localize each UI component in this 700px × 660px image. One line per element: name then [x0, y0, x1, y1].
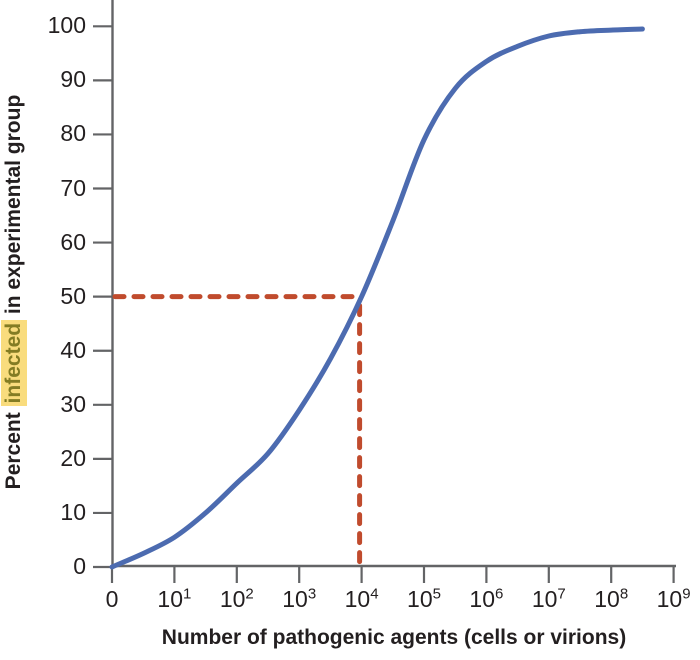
y-tick-label: 40: [60, 336, 86, 363]
x-tick-label: 106: [469, 585, 504, 612]
x-tick-label: 107: [531, 585, 566, 612]
x-tick-label: 105: [407, 585, 441, 612]
y-tick-label: 60: [60, 228, 86, 255]
y-tick-label: 70: [60, 174, 86, 201]
x-tick-label: 102: [219, 585, 254, 612]
infection-curve: [109, 26, 645, 570]
y-tick-label: 30: [60, 390, 86, 417]
x-tick-label: 0: [105, 586, 119, 612]
y-tick-label: 0: [73, 553, 86, 579]
y-axis-title-prefix: Percent: [2, 406, 25, 490]
x-tick-label: 108: [594, 585, 629, 612]
y-tick-label: 50: [60, 282, 86, 309]
y-tick-label: 80: [60, 120, 86, 147]
x-tick-label: 109: [656, 585, 691, 612]
y-tick-label: 90: [60, 66, 86, 93]
x-tick-label: 104: [344, 585, 379, 612]
y-axis-title-suffix: in experimental group: [2, 94, 25, 320]
y-tick-label: 10: [60, 498, 86, 525]
x-tick-label: 103: [282, 585, 317, 612]
y-tick-label: 20: [60, 444, 86, 471]
x-tick-label: 101: [157, 585, 192, 612]
y-tick-label: 100: [47, 12, 86, 39]
x-axis-title: Number of pathogenic agents (cells or vi…: [161, 626, 627, 649]
